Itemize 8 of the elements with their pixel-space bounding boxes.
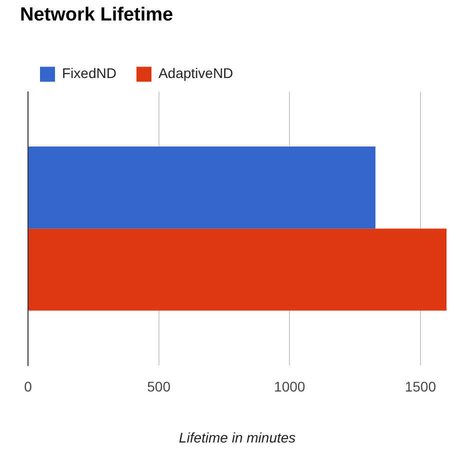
x-tick-label: 1500 bbox=[404, 378, 436, 395]
legend-label: AdaptiveND bbox=[158, 65, 234, 82]
x-tick-label: 500 bbox=[147, 378, 171, 395]
x-tick-label: 1000 bbox=[274, 378, 306, 395]
legend-label: FixedND bbox=[62, 65, 116, 82]
x-axis-title: Lifetime in minutes bbox=[178, 429, 296, 446]
chart-title: Network Lifetime bbox=[20, 4, 174, 26]
x-tick-label: 0 bbox=[24, 378, 32, 395]
